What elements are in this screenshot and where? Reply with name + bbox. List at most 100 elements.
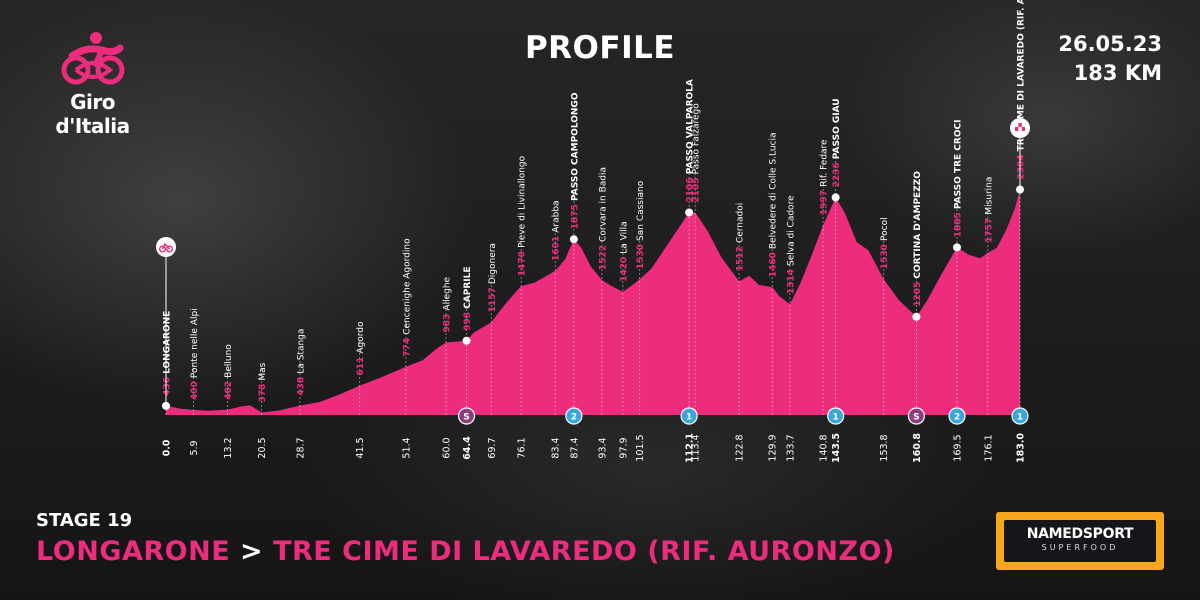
cyclist-logo-icon [61, 32, 124, 85]
stage-meta: 26.05.23 183 KM [1058, 30, 1162, 88]
waypoint-altitude: 1997 [820, 187, 830, 215]
summit-dot [569, 235, 578, 244]
route-separator: > [240, 536, 264, 567]
waypoint-label: 1512 Cernadoi [736, 203, 746, 272]
waypoint-name: Corvara in Badia [598, 167, 608, 242]
waypoint-altitude: 1460 [769, 249, 779, 277]
km-tick-label: 143.5 [831, 433, 842, 463]
sprint-marker-icon [907, 407, 926, 425]
waypoint-label: 774 Cencenighe Agordino [402, 238, 412, 357]
waypoint-label: 2304 TRE CIME DI LAVAREDO (RIF. AURONZO) [1017, 0, 1027, 180]
route-start: LONGARONE [36, 536, 231, 567]
waypoint-label: 1470 Pieve di Livinallongo [518, 155, 528, 276]
marker-label: 2 [571, 413, 577, 423]
waypoint-label: 1805 PASSO TRE CROCI [954, 120, 964, 238]
start-bike-icon [156, 237, 176, 257]
waypoint-name: Cencenighe Agordino [402, 238, 412, 335]
gpm-marker-icon [565, 407, 583, 425]
waypoint-name: Pieve di Livinallongo [518, 155, 528, 248]
checkered-square [1018, 127, 1022, 131]
marker-label: 1 [1017, 413, 1023, 423]
waypoint-label: 1420 La Villa [619, 221, 629, 282]
km-tick-label: 113.4 [691, 434, 702, 461]
waypoint-altitude: 983 [443, 311, 453, 333]
waypoint-name: CAPRILE [463, 267, 473, 309]
waypoint-label: 1875 PASSO CAMPOLONGO [570, 92, 580, 229]
km-tick-label: 0.0 [162, 439, 173, 456]
km-tick-label: 133.7 [785, 434, 796, 461]
km-tick-label: 13.2 [223, 437, 234, 458]
waypoint-label: 998 CAPRILE [463, 267, 473, 331]
waypoint-name: Mas [258, 362, 268, 380]
stage-date: 26.05.23 [1058, 32, 1162, 56]
gpm-marker-icon [948, 407, 966, 425]
waypoint-name: PASSO CAMPOLONGO [570, 92, 580, 201]
waypoint-altitude: 2236 [832, 159, 842, 187]
km-tick-label: 122.8 [735, 434, 746, 461]
waypoint-name: CORTINA D'AMPEZZO [913, 171, 923, 279]
waypoint-altitude: 774 [402, 335, 412, 357]
stage-number: STAGE 19 [36, 510, 133, 531]
bike-frame-icon [161, 242, 171, 250]
km-tick-label: 64.4 [462, 436, 473, 460]
stage-distance: 183 KM [1073, 61, 1162, 85]
summit-dot [953, 243, 961, 252]
waypoint-label: 1205 CORTINA D'AMPEZZO [913, 171, 923, 307]
waypoint-name: Agordo [356, 321, 366, 354]
waypoint-altitude: 2304 [1017, 151, 1027, 179]
marker-label: S [463, 413, 469, 423]
sponsor-name: NAMEDSPORT [1026, 526, 1134, 542]
gpm-marker-icon [680, 407, 698, 425]
page-title: PROFILE [524, 30, 676, 66]
km-tick-label: 129.9 [768, 434, 779, 461]
km-tick-label: 112.1 [685, 433, 696, 463]
waypoint-name: LONGARONE [163, 311, 173, 374]
waypoint-altitude: 1522 [598, 242, 608, 270]
waypoint-label: 2105 Passo Falzarego [692, 103, 702, 203]
marker-label: 1 [833, 413, 839, 423]
waypoint-altitude: 1805 [954, 209, 964, 237]
waypoint-altitude: 1205 [913, 279, 923, 307]
km-tick-label: 41.5 [355, 437, 366, 458]
waypoint-name: La Villa [619, 221, 629, 253]
marker-label: S [913, 413, 919, 423]
waypoint-label: 1530 San Cassiano [636, 180, 646, 269]
waypoint-name: Arabba [552, 200, 562, 232]
checkered-square [1021, 123, 1026, 127]
km-tick-label: 101.5 [635, 434, 646, 461]
waypoint-name: Misurina [984, 177, 994, 215]
km-tick-label: 87.4 [569, 437, 580, 458]
waypoint-label: 983 Alleghe [443, 276, 453, 332]
waypoint-altitude: 436 [163, 374, 173, 396]
km-tick-label: 51.4 [401, 437, 412, 458]
waypoint-altitude: 611 [356, 354, 366, 376]
waypoint-label: 611 Agordo [356, 321, 366, 376]
waypoint-altitude: 1314 [786, 266, 796, 294]
waypoint-name: PASSO TRE CROCI [954, 120, 964, 210]
marker-label: 2 [954, 413, 960, 423]
waypoint-label: 1601 Arabba [552, 200, 562, 261]
waypoint-label: 1460 Belvedere di Colle S.Lucia [769, 132, 779, 277]
waypoint-name: Selva di Cadore [786, 195, 796, 266]
waypoint-name: Belluno [224, 344, 234, 378]
waypoint-name: Ponte nelle Alpi [190, 308, 200, 378]
waypoint-altitude: 402 [224, 378, 234, 400]
summit-dot [912, 312, 921, 321]
km-tick-label: 28.7 [295, 437, 306, 458]
summit-dot [462, 336, 471, 345]
waypoint-label: 1530 Pocol [880, 217, 890, 269]
waypoint-altitude: 1530 [880, 241, 890, 269]
km-tick-label: 20.5 [257, 437, 268, 458]
summit-dot [685, 208, 694, 217]
waypoint-altitude: 438 [296, 374, 306, 396]
waypoint-name: Rif. Fedare [820, 139, 830, 187]
waypoint-altitude: 378 [258, 381, 268, 403]
waypoint-name: Pocol [880, 217, 890, 241]
km-tick-label: 76.1 [517, 437, 528, 458]
marker-label: 1 [686, 413, 692, 423]
waypoint-label: 1757 Misurina [984, 177, 994, 243]
waypoint-label: 1522 Corvara in Badia [598, 167, 608, 270]
sprint-marker-icon [457, 407, 476, 425]
waypoint-name: Cernadoi [736, 203, 746, 243]
sponsor-tagline: SUPERFOOD [1041, 543, 1119, 552]
